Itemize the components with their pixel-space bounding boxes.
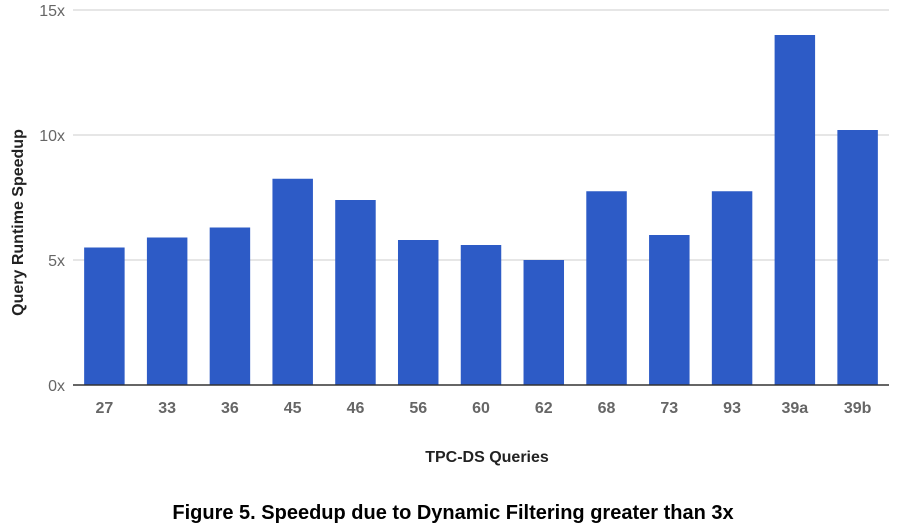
y-tick-label: 15x xyxy=(39,3,65,20)
figure-caption: Figure 5. Speedup due to Dynamic Filteri… xyxy=(172,502,734,524)
bar-93 xyxy=(711,191,753,385)
x-tick-label: 68 xyxy=(598,400,616,417)
x-tick-label: 73 xyxy=(660,400,678,417)
bar-68 xyxy=(586,191,627,385)
x-axis-title: TPC-DS Queries xyxy=(425,449,549,466)
x-tick-label: 60 xyxy=(472,400,490,417)
y-axis-title: Query Runtime Speedup xyxy=(10,129,27,316)
bar-73 xyxy=(649,235,690,385)
bar-45 xyxy=(272,178,313,385)
x-tick-label: 46 xyxy=(347,400,365,417)
bar-27 xyxy=(84,247,125,385)
x-tick-label: 93 xyxy=(723,400,741,417)
x-tick-labels: 27 33 36 45 46 56 60 62 68 73 93 39a 39b xyxy=(95,400,871,417)
y-tick-labels: 0x 5x 10x 15x xyxy=(39,3,65,395)
x-tick-label: 27 xyxy=(95,400,113,417)
x-tick-label: 36 xyxy=(221,400,239,417)
x-tick-label: 45 xyxy=(284,400,302,417)
bar-36 xyxy=(209,227,251,385)
bar-46 xyxy=(335,200,376,385)
bar-39b xyxy=(837,130,878,385)
bar-56 xyxy=(397,240,439,385)
gridlines xyxy=(73,9,889,261)
x-tick-label: 39a xyxy=(781,400,808,417)
y-tick-label: 10x xyxy=(39,128,65,145)
y-tick-label: 5x xyxy=(48,253,65,270)
x-tick-label: 56 xyxy=(409,400,427,417)
bar-60 xyxy=(460,245,502,385)
bar-33 xyxy=(146,237,188,385)
bars xyxy=(84,35,878,385)
x-tick-label: 39b xyxy=(844,400,872,417)
y-tick-label: 0x xyxy=(48,378,65,395)
bar-62 xyxy=(523,260,565,385)
x-tick-label: 33 xyxy=(158,400,176,417)
x-tick-label: 62 xyxy=(535,400,553,417)
bar-39a xyxy=(774,35,816,385)
